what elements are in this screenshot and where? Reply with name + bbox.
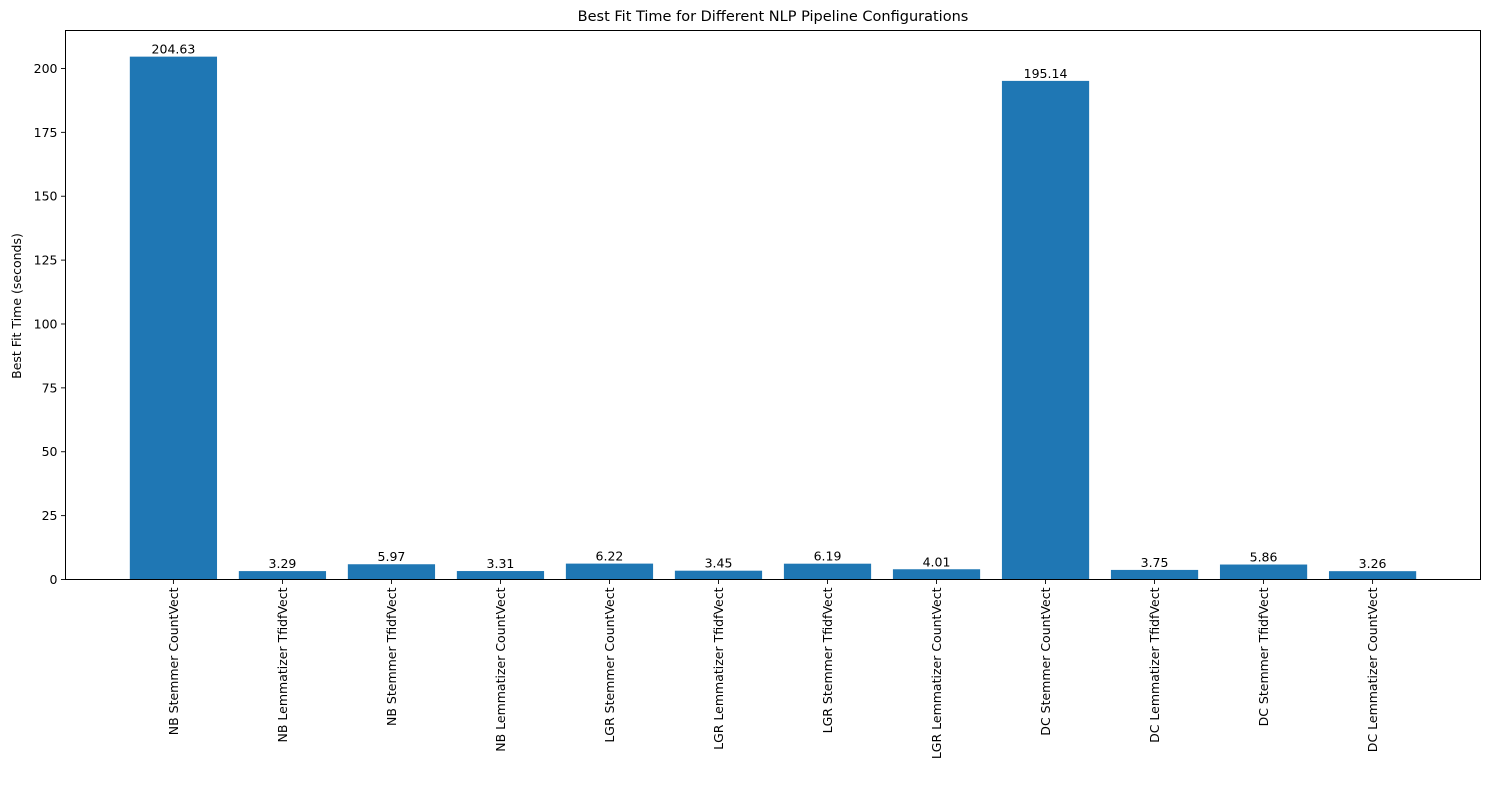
y-tick-label: 125 (34, 253, 58, 268)
bar-value-label: 3.26 (1359, 556, 1387, 571)
y-axis-ticks: 0 25 50 75 100 125 150 175 200 (34, 61, 66, 587)
x-tick-label: DC Lemmatizer CountVect (1365, 587, 1380, 752)
bar (129, 56, 218, 580)
y-tick-label: 0 (50, 572, 58, 587)
y-tick-label: 25 (42, 508, 58, 523)
x-tick-label: LGR Stemmer TfidfVect (820, 587, 835, 733)
bar-value-label: 3.31 (487, 556, 515, 571)
bar-value-label: 5.86 (1250, 550, 1278, 565)
y-tick-label: 75 (42, 380, 58, 395)
bar (674, 570, 763, 580)
x-tick-label: NB Lemmatizer TfidfVect (275, 587, 290, 742)
x-tick-label: DC Stemmer TfidfVect (1256, 587, 1271, 726)
bars-group (129, 56, 1417, 580)
x-tick-label: LGR Lemmatizer TfidfVect (711, 587, 726, 749)
x-tick-label: NB Lemmatizer CountVect (493, 587, 508, 751)
bar-value-label: 3.75 (1141, 555, 1169, 570)
chart-title: Best Fit Time for Different NLP Pipeline… (578, 9, 969, 25)
bar-value-label: 5.97 (378, 549, 406, 564)
x-tick-label: NB Stemmer TfidfVect (384, 587, 399, 726)
plot-frame (65, 30, 1481, 580)
y-tick-label: 100 (34, 316, 58, 331)
bar (783, 563, 872, 580)
bar-value-label: 204.63 (152, 42, 196, 57)
bar (892, 569, 981, 580)
x-tick-label: LGR Lemmatizer CountVect (929, 587, 944, 759)
x-tick-label: DC Lemmatizer TfidfVect (1147, 587, 1162, 743)
bar-value-label: 4.01 (923, 554, 951, 569)
bar-value-label: 6.19 (814, 549, 842, 564)
bar (1001, 80, 1090, 580)
bar (347, 564, 436, 580)
bar (1110, 569, 1199, 580)
bar-value-label: 6.22 (596, 549, 624, 564)
bar-value-label: 3.29 (269, 556, 297, 571)
bar (456, 571, 545, 580)
y-tick-label: 150 (34, 189, 58, 204)
y-tick-label: 175 (34, 125, 58, 140)
x-tick-label: NB Stemmer CountVect (166, 587, 181, 735)
data-labels-group: 204.63 3.29 5.97 3.31 6.22 3.45 6.19 4.01 195.14… (152, 42, 1387, 572)
bar (1328, 571, 1417, 580)
y-tick-label: 50 (42, 444, 58, 459)
bar-value-label: 3.45 (705, 556, 733, 571)
bar (565, 563, 654, 580)
bar (238, 571, 327, 580)
bar (1219, 564, 1308, 580)
x-tick-label: LGR Stemmer CountVect (602, 587, 617, 742)
bar-value-label: 195.14 (1024, 66, 1068, 81)
y-axis-label: Best Fit Time (seconds) (9, 233, 24, 379)
x-axis-ticks: NB Stemmer CountVect NB Lemmatizer TfidfV… (166, 579, 1380, 759)
x-tick-label: DC Stemmer CountVect (1038, 587, 1053, 735)
y-tick-label: 200 (34, 61, 58, 76)
